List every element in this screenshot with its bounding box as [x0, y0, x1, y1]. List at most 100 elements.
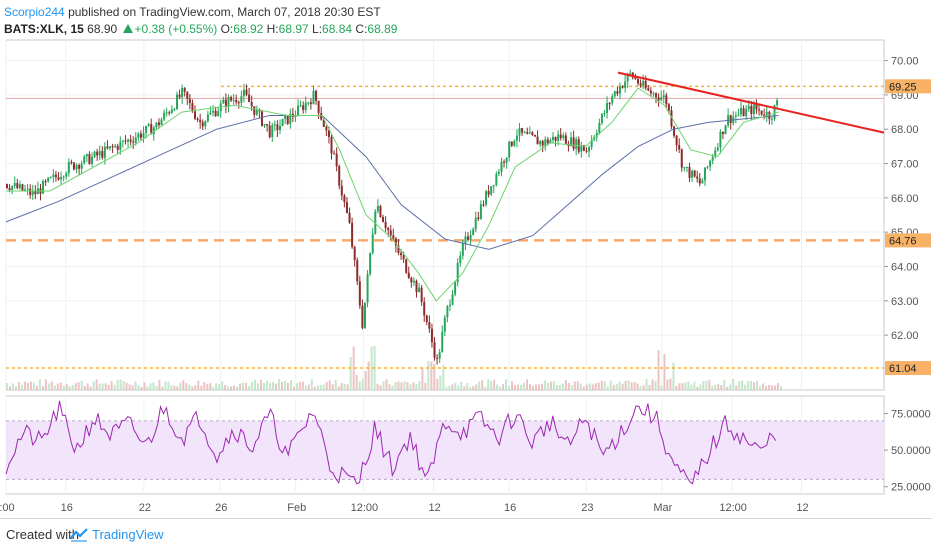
volume-bar — [460, 381, 463, 390]
candle-body — [232, 99, 235, 101]
time-tick-label: 16 — [504, 502, 516, 514]
candle-body — [755, 104, 758, 110]
candle-body — [253, 106, 256, 115]
candle-body — [721, 131, 724, 135]
candle-body — [482, 204, 485, 206]
volume-bar — [74, 383, 77, 390]
volume-bar — [600, 380, 603, 390]
candle-body — [371, 233, 374, 253]
volume-bar — [382, 381, 385, 390]
volume-bar — [295, 383, 298, 390]
tradingview-brand-link[interactable]: TradingView — [92, 527, 164, 542]
symbol-label[interactable]: BATS:XLK, 15 — [4, 22, 84, 36]
candle-body — [230, 97, 233, 101]
volume-bar — [729, 384, 732, 390]
volume-bar — [523, 382, 526, 390]
candle-body — [758, 109, 761, 111]
volume-bar — [280, 381, 283, 390]
candle-body — [260, 111, 263, 126]
volume-bar — [651, 379, 654, 390]
high-value: 68.97 — [278, 22, 309, 36]
volume-bar — [292, 386, 295, 390]
price-pane[interactable] — [5, 69, 885, 390]
volume-bar — [385, 379, 388, 390]
volume-bar — [765, 385, 768, 390]
candle-body — [8, 187, 11, 190]
candle-body — [266, 124, 269, 126]
candle-body — [142, 132, 145, 138]
volume-bar — [248, 386, 251, 390]
candle-body — [29, 188, 32, 195]
candle-body — [175, 94, 178, 110]
volume-bar — [394, 382, 397, 390]
candle-body — [438, 352, 441, 359]
volume-bar — [173, 385, 176, 390]
candle-body — [647, 88, 650, 91]
volume-bar — [612, 385, 615, 390]
candle-body — [286, 115, 289, 124]
candle-body — [752, 104, 755, 114]
candle-body — [528, 132, 531, 134]
volume-bar — [179, 382, 182, 390]
price-tick-label: 67.00 — [891, 159, 919, 171]
volume-bar — [564, 380, 567, 390]
candle-body — [80, 163, 83, 169]
volume-bar — [233, 385, 236, 390]
candle-body — [652, 93, 655, 95]
candle-body — [44, 181, 47, 183]
candle-body — [760, 110, 763, 115]
candle-body — [425, 315, 428, 323]
tradingview-logo-icon[interactable] — [70, 528, 88, 542]
time-axis[interactable]: :00 16 22 26 Feb 12:00 12 16 23 Mar 12:00 12 — [0, 502, 809, 514]
volume-bar — [367, 361, 370, 390]
candle-body — [521, 128, 524, 133]
candle-body — [75, 165, 78, 170]
volume-bar — [47, 383, 50, 390]
volume-bar — [421, 367, 424, 390]
volume-bar — [400, 382, 403, 390]
author-link[interactable]: Scorpio244 — [4, 5, 65, 19]
volume-bar — [29, 381, 32, 390]
candle-body — [150, 124, 153, 135]
volume-bar — [343, 383, 346, 390]
volume-bar — [585, 384, 588, 390]
candle-body — [410, 278, 413, 283]
volume-bar — [406, 382, 409, 390]
close-label: C: — [355, 22, 368, 36]
price-axis[interactable]: 70.0069.0068.0067.0066.0065.0064.0063.00… — [884, 56, 931, 494]
candle-body — [31, 191, 34, 195]
volume-bar — [496, 384, 499, 390]
volume-bar — [107, 384, 110, 390]
candle-body — [580, 145, 583, 152]
candle-body — [137, 133, 140, 138]
candle-body — [212, 110, 215, 113]
volume-bar — [62, 385, 65, 390]
candle-body — [691, 170, 694, 178]
candle-body — [281, 118, 284, 127]
volume-bar — [699, 384, 702, 390]
volume-bar — [576, 381, 579, 390]
time-tick-label: 12:00 — [351, 502, 379, 514]
volume-bar — [747, 380, 750, 390]
volume-bar — [95, 379, 98, 390]
trendline — [617, 71, 885, 134]
volume-bar — [430, 361, 433, 390]
rsi-pane[interactable] — [5, 400, 884, 485]
volume-bar — [197, 380, 200, 390]
candle-body — [196, 118, 199, 120]
candle-body — [333, 153, 336, 155]
volume-bar — [80, 380, 83, 390]
level-badge — [885, 79, 931, 94]
candle-body — [345, 202, 348, 213]
candle-body — [387, 228, 390, 231]
volume-bar — [546, 382, 549, 390]
candle-body — [62, 176, 65, 178]
volume-bar — [777, 383, 780, 390]
candle-body — [106, 146, 109, 149]
volume-bar — [176, 386, 179, 390]
candle-body — [487, 191, 490, 195]
volume-bar — [188, 384, 191, 390]
candle-body — [83, 156, 86, 164]
candle-body — [52, 174, 55, 178]
volume-bar — [448, 385, 451, 390]
